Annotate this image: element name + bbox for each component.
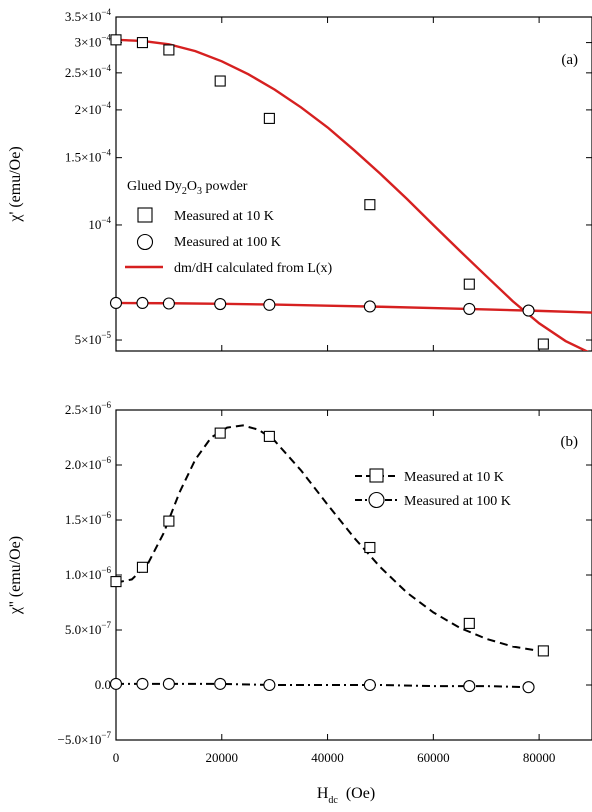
data-point-square [463,617,475,629]
y-tick-label: 1.5×10−4 [65,148,112,165]
data-point-square [214,75,226,87]
y-tick-label: 1.5×10−6 [65,510,112,527]
data-point-circle [463,680,476,693]
series-line [116,424,540,652]
x-axis-label: Hdc (Oe) [317,785,375,806]
x-tick-label: 60000 [417,750,450,765]
legend-symbol-circle [136,233,154,251]
data-point-square [537,338,549,350]
data-point-square [364,541,376,554]
data-point-square [364,199,376,211]
panel-label: (b) [561,434,579,450]
legend-title: Glued Dy2O3 powder [127,179,248,197]
data-point-square [110,576,122,588]
data-point-square [214,427,226,439]
data-point-circle [162,297,175,310]
data-point-square [136,561,148,573]
y-tick-label: 0.0 [95,677,111,692]
y-tick-label: 1.0×10−6 [65,565,112,582]
y-tick-label: 2.5×10−6 [65,400,112,417]
x-tick-label: 0 [113,750,120,765]
data-point-circle [363,678,376,692]
legend-label: Measured at 100 K [174,235,281,250]
y-axis-label: χ'' (emu/Oe) [7,536,24,615]
x-tick-label: 20000 [206,750,239,765]
legend-label: dm/dH calculated from L(x) [174,261,333,276]
panel-a: (a) χ' (emu/Oe) Glued Dy2O3 powder Measured… [7,16,592,352]
series-line [116,682,529,689]
legend-label: Measured at 10 K [174,209,274,224]
legend: Measured at 10 K Measured at 100 K [355,468,511,509]
data-point-circle [522,304,535,317]
data-point-square [110,34,122,46]
y-tick-label: 2×10−4 [75,100,112,117]
y-tick-label: 5.0×10−7 [65,620,112,637]
legend-label: Measured at 10 K [404,470,504,485]
y-axis-label: χ' (emu/Oe) [7,146,24,222]
data-point-circle [109,677,123,690]
panel-b: 0 20000 40000 60000 80000 (b) χ'' (emu/Oe) Meas… [7,409,592,806]
data-point-circle [522,681,535,694]
y-tick-label: 2.5×10−4 [65,63,112,80]
data-point-circle [263,298,276,311]
plot-frame [115,409,592,741]
legend: Glued Dy2O3 powder Measured at 10 K Measur… [125,179,333,276]
x-tick-label: 40000 [311,750,344,765]
panel-label: (a) [561,52,578,68]
y-tick-label: 3×10−4 [75,33,112,50]
legend-symbol-square [369,468,384,483]
data-point-square [163,515,175,527]
y-tick-label: −5.0×10−7 [58,730,112,747]
data-point-circle [463,302,476,315]
x-tick-label: 80000 [523,750,556,765]
data-point-square [463,278,475,290]
legend-label: Measured at 100 K [404,494,511,509]
data-point-circle [214,677,227,690]
data-point-circle [109,296,123,310]
data-point-square [263,112,275,124]
y-tick-label: 3.5×10−4 [65,7,112,24]
legend-symbol-circle [368,491,385,509]
data-point-circle [214,297,227,311]
data-point-square [163,44,175,56]
y-tick-label: 10−4 [88,215,111,232]
data-point-circle [162,677,175,690]
plot-frame [115,16,592,352]
series-line [116,38,589,351]
data-point-square [136,37,148,49]
data-point-square [537,645,549,657]
y-tick-label: 2.0×10−6 [65,455,112,472]
data-point-square [263,430,275,442]
data-point-circle [363,300,376,313]
data-point-circle [136,296,149,310]
data-point-circle [263,678,276,692]
y-tick-label: 5×10−5 [75,330,112,347]
legend-symbol-square [137,207,153,223]
data-point-circle [136,677,149,690]
series-line [116,301,592,314]
